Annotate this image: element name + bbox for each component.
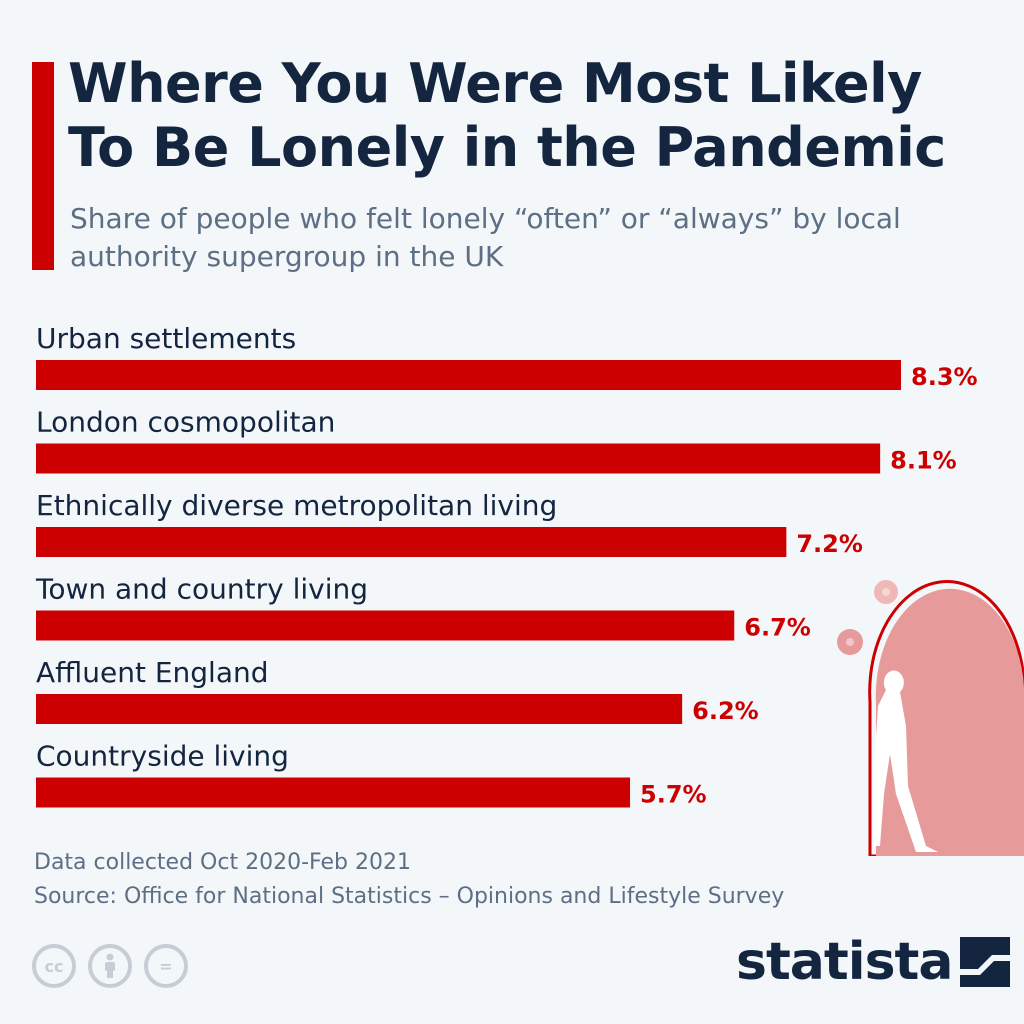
cc-icon[interactable]: cc xyxy=(32,944,76,988)
footnote: Data collected Oct 2020-Feb 2021 Source:… xyxy=(34,846,784,914)
bar-label: Town and country living xyxy=(35,573,368,606)
bar-value-label: 8.3% xyxy=(911,363,978,391)
bar-label: Urban settlements xyxy=(36,322,296,355)
bar-value-label: 7.2% xyxy=(796,530,863,558)
bar xyxy=(36,443,881,474)
source-note: Source: Office for National Statistics –… xyxy=(34,884,785,909)
bar xyxy=(36,694,683,724)
bar-label: Ethnically diverse metropolitan living xyxy=(36,489,557,522)
no-derivatives-icon[interactable]: = xyxy=(144,944,188,988)
data-collection-note: Data collected Oct 2020-Feb 2021 xyxy=(34,850,411,875)
bar-value-label: 6.2% xyxy=(692,697,759,725)
bar xyxy=(36,527,787,557)
virus-icon xyxy=(874,580,898,604)
bar-label: Countryside living xyxy=(36,740,289,773)
statista-brand[interactable]: statista xyxy=(736,932,1011,992)
chart-subtitle: Share of people who felt lonely “often” … xyxy=(70,202,901,273)
statista-logo-icon xyxy=(960,937,1011,987)
chart-title: Where You Were Most Likely To Be Lonely … xyxy=(68,52,946,179)
bar-label: Affluent England xyxy=(36,656,269,689)
bar-value-label: 6.7% xyxy=(744,614,811,642)
brand-wordmark: statista xyxy=(736,932,953,992)
bar xyxy=(36,610,735,641)
bar-value-label: 8.1% xyxy=(890,447,957,475)
bar xyxy=(36,360,901,390)
bar xyxy=(36,777,631,808)
bar-chart: Urban settlements 8.3% London cosmopolitan… xyxy=(35,322,978,809)
title-accent-bar xyxy=(32,62,54,270)
lonely-person-illustration xyxy=(837,580,1024,856)
virus-icon xyxy=(837,629,863,655)
license-icons: cc = xyxy=(32,944,188,988)
attribution-icon[interactable] xyxy=(88,944,132,988)
bar-label: London cosmopolitan xyxy=(36,406,335,439)
bar-value-label: 5.7% xyxy=(640,781,707,809)
